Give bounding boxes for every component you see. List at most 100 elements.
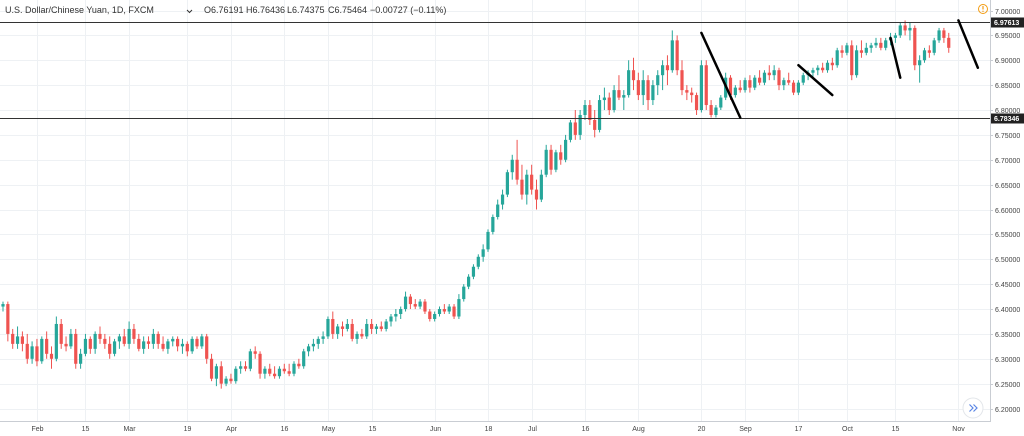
candle-body: [530, 174, 534, 190]
candle-body: [394, 314, 398, 317]
candle: [787, 72, 791, 86]
candle: [665, 55, 670, 86]
trend-line[interactable]: [700, 31, 742, 119]
candle: [64, 336, 68, 352]
candle: [185, 341, 189, 357]
candle-body: [384, 321, 388, 329]
candle-body: [544, 149, 548, 175]
candle: [248, 348, 252, 372]
symbol-menu[interactable]: U.S. Dollar/Chinese Yuan, 1D, FXCM: [5, 5, 193, 15]
candle-body: [258, 353, 262, 374]
candle: [11, 328, 15, 349]
candle-body: [918, 60, 922, 66]
candle-body: [428, 311, 432, 319]
candle: [345, 318, 349, 332]
scroll-right-icon[interactable]: [969, 404, 978, 412]
candle-body: [176, 338, 180, 347]
candle: [791, 80, 796, 96]
candle-body: [336, 326, 340, 334]
candle: [748, 75, 752, 93]
candle: [530, 164, 534, 195]
candle-body: [855, 50, 859, 76]
candle: [913, 25, 917, 71]
x-tick-label: Oct: [842, 426, 853, 433]
candle: [578, 110, 582, 140]
candle: [166, 338, 170, 354]
candle-body: [738, 87, 742, 91]
candle: [93, 331, 97, 354]
candle: [699, 60, 703, 113]
candle-body: [127, 328, 131, 344]
candle-body: [69, 333, 73, 347]
candle-body: [801, 75, 805, 83]
scroll-right-button[interactable]: [962, 397, 984, 419]
info-icon[interactable]: [978, 4, 988, 14]
candle: [35, 338, 39, 367]
candle-body: [821, 67, 825, 71]
candle: [205, 333, 209, 364]
candle-body: [408, 296, 412, 305]
candle: [850, 40, 854, 81]
candle-body: [205, 336, 209, 359]
candle-body: [670, 40, 674, 71]
candle: [777, 67, 781, 91]
candle-body: [6, 304, 10, 334]
candle: [374, 323, 379, 334]
candle: [937, 27, 941, 43]
candle-body: [282, 368, 286, 372]
candle: [277, 366, 282, 379]
candle-body: [287, 371, 291, 374]
grid: [0, 0, 990, 421]
candle-body: [297, 363, 301, 367]
candle: [122, 328, 126, 347]
candle: [617, 75, 621, 101]
candle: [413, 299, 417, 310]
candle-body: [20, 336, 24, 344]
candle: [403, 291, 408, 312]
candle: [510, 154, 514, 180]
candle: [636, 72, 640, 101]
time-axis[interactable]: Feb 15 Mar 19 Apr 16 May 15 Jun 18 Jul 16 Aug 20 Sep 17…: [31, 426, 965, 433]
candle-body: [733, 87, 737, 96]
symbol-title[interactable]: U.S. Dollar/Chinese Yuan, 1D, FXCM: [5, 5, 154, 15]
candle: [25, 333, 29, 364]
candle-body: [690, 92, 694, 96]
candle-body: [927, 50, 931, 53]
candle-body: [345, 323, 349, 329]
candle-body: [418, 301, 422, 307]
x-tick-label: 17: [795, 426, 803, 433]
candle-body: [399, 309, 403, 315]
candle: [467, 274, 471, 290]
candle-body: [656, 75, 660, 86]
candle-body: [525, 174, 529, 195]
candle-body: [403, 296, 408, 310]
candle: [49, 346, 54, 369]
candle: [845, 42, 849, 56]
candle-body: [898, 25, 902, 36]
price-axis[interactable]: 7.00000 6.95000 6.90000 6.85000 6.80000 6.750…: [990, 9, 1020, 414]
candle: [321, 331, 325, 344]
candle: [176, 336, 180, 352]
candle: [593, 110, 597, 138]
candle: [491, 214, 495, 235]
chevron-down-icon[interactable]: [186, 9, 193, 14]
ohlc-change: −0.00727 (−0.11%): [370, 5, 446, 15]
candle-body: [496, 204, 500, 217]
candle-body: [568, 122, 573, 140]
trend-line[interactable]: [889, 36, 902, 79]
candle: [927, 45, 931, 58]
candle: [142, 336, 146, 354]
candle-body: [88, 338, 92, 349]
candle-body: [573, 122, 577, 135]
candle: [243, 361, 248, 372]
candle: [816, 65, 820, 76]
trend-line[interactable]: [797, 63, 834, 97]
candle: [496, 199, 500, 220]
candle: [200, 333, 204, 349]
candle-body: [253, 351, 257, 354]
trend-line[interactable]: [957, 19, 980, 69]
candle: [559, 144, 563, 165]
candle: [564, 134, 568, 163]
